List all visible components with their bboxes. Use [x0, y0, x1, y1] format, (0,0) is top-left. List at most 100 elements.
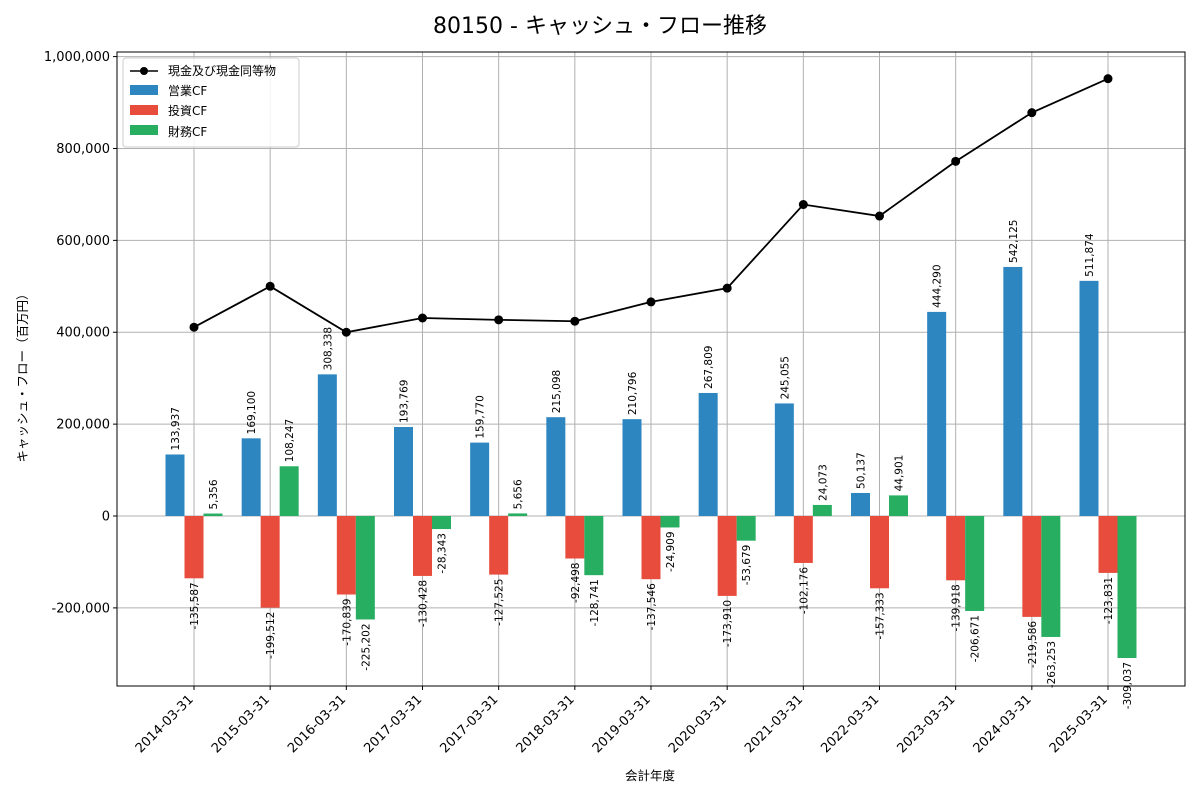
legend-box: [122, 57, 300, 148]
cash-point: [570, 316, 580, 326]
cash-point: [189, 322, 199, 332]
legend-label-investing: 投資CF: [168, 103, 207, 118]
bar-investing: [1022, 516, 1042, 617]
x-tick-label: 2025-03-31: [1047, 692, 1111, 756]
data-label: 159,770: [475, 395, 487, 438]
cash-point: [1103, 74, 1113, 84]
legend-swatch-financing: [130, 125, 158, 135]
bar-operating: [165, 454, 185, 517]
data-label: -206,671: [970, 615, 982, 662]
y-tick-label: 1,000,000: [44, 50, 110, 65]
bar-investing: [793, 516, 813, 563]
data-label: 245,055: [779, 356, 791, 399]
data-label: 511,874: [1084, 233, 1096, 277]
x-tick-label: 2017-03-31: [361, 692, 425, 756]
y-tick-label: 400,000: [56, 326, 110, 341]
bar-investing: [260, 516, 280, 608]
data-label: 267,809: [703, 346, 715, 389]
data-label: 215,098: [551, 370, 563, 413]
data-label: -263,253: [1046, 641, 1058, 688]
axes: -200,000 0 200,000 400,000 600,000 800,000 1,0…: [44, 50, 1111, 756]
data-label: -135,587: [189, 582, 201, 629]
x-tick-label: 2017-03-31: [437, 692, 501, 756]
x-tick-label: 2015-03-31: [209, 692, 273, 756]
cash-point: [798, 200, 808, 210]
x-tick-label: 2019-03-31: [590, 692, 654, 756]
y-tick-label: 200,000: [56, 418, 110, 433]
cash-point: [418, 313, 427, 323]
legend-swatch-investing: [130, 105, 158, 115]
cash-point: [265, 281, 275, 291]
x-tick-label: 2016-03-31: [285, 692, 349, 756]
bar-financing: [736, 516, 756, 541]
bar-financing: [1117, 516, 1137, 658]
legend-swatch-operating: [130, 85, 158, 95]
data-label: -24,909: [665, 531, 677, 572]
bar-investing: [946, 516, 966, 581]
data-label: 193,769: [399, 380, 411, 423]
bar-operating: [851, 492, 870, 517]
data-label: 5,356: [208, 479, 220, 509]
data-label: -128,741: [589, 579, 601, 626]
legend-label-cash: 現金及び現金同等物: [168, 63, 276, 78]
legend-line-marker: [140, 67, 148, 75]
bar-investing: [565, 516, 585, 559]
cash-point: [1027, 108, 1037, 118]
bar-operating: [470, 442, 490, 517]
bar-financing: [1041, 516, 1061, 637]
x-tick-label: 2014-03-31: [133, 692, 197, 756]
bar-operating: [546, 417, 566, 517]
y-tick-label: -200,000: [52, 601, 110, 616]
bar-investing: [336, 516, 356, 595]
bar-financing: [355, 516, 375, 620]
data-label: 169,100: [246, 391, 258, 434]
data-label: 50,137: [856, 452, 868, 489]
bar-operating: [241, 438, 261, 517]
bars: [165, 266, 1137, 658]
x-tick-label: 2020-03-31: [666, 692, 730, 756]
bar-operating: [1079, 280, 1099, 517]
bar-operating: [317, 374, 337, 517]
bar-investing: [717, 516, 737, 596]
data-label: 542,125: [1008, 220, 1020, 263]
cash-line: [189, 74, 1113, 337]
y-axis-label: キャッシュ・フロー（百万円）: [15, 287, 30, 462]
bar-financing: [279, 466, 299, 517]
data-label: 108,247: [284, 419, 296, 462]
data-label: 133,937: [170, 407, 182, 450]
y-tick-label: 800,000: [56, 142, 110, 157]
cash-point: [722, 283, 732, 293]
data-label: 24,073: [817, 464, 829, 501]
data-label: -139,918: [951, 584, 963, 631]
data-label: -123,831: [1103, 577, 1115, 624]
x-tick-label: 2018-03-31: [514, 692, 578, 756]
cash-point: [341, 327, 351, 337]
bar-financing: [812, 504, 832, 517]
legend: 現金及び現金同等物 営業CF 投資CF 財務CF: [122, 57, 300, 148]
data-label: -28,343: [437, 533, 449, 574]
legend-label-financing: 財務CF: [168, 124, 207, 139]
bar-operating: [927, 311, 947, 517]
data-label: -157,333: [875, 592, 887, 639]
x-tick-label: 2023-03-31: [894, 692, 958, 756]
bar-investing: [870, 516, 889, 589]
bar-investing: [641, 516, 661, 580]
bar-operating: [1003, 266, 1023, 517]
data-label: -92,498: [570, 563, 582, 604]
data-label: -199,512: [265, 612, 277, 659]
data-label: 44,901: [894, 455, 906, 492]
bar-operating: [774, 403, 794, 517]
data-label: 444,290: [932, 264, 944, 307]
bar-investing: [184, 516, 204, 579]
cash-point: [494, 315, 504, 325]
y-tick-label: 600,000: [56, 234, 110, 249]
data-label: 5,656: [513, 479, 525, 509]
cash-point: [646, 297, 656, 307]
bar-operating: [698, 392, 718, 517]
y-tick-label: 0: [102, 510, 110, 525]
bar-investing: [413, 516, 432, 576]
bar-financing: [660, 516, 680, 528]
legend-label-operating: 営業CF: [168, 84, 207, 98]
grid-lines: [117, 52, 1185, 686]
